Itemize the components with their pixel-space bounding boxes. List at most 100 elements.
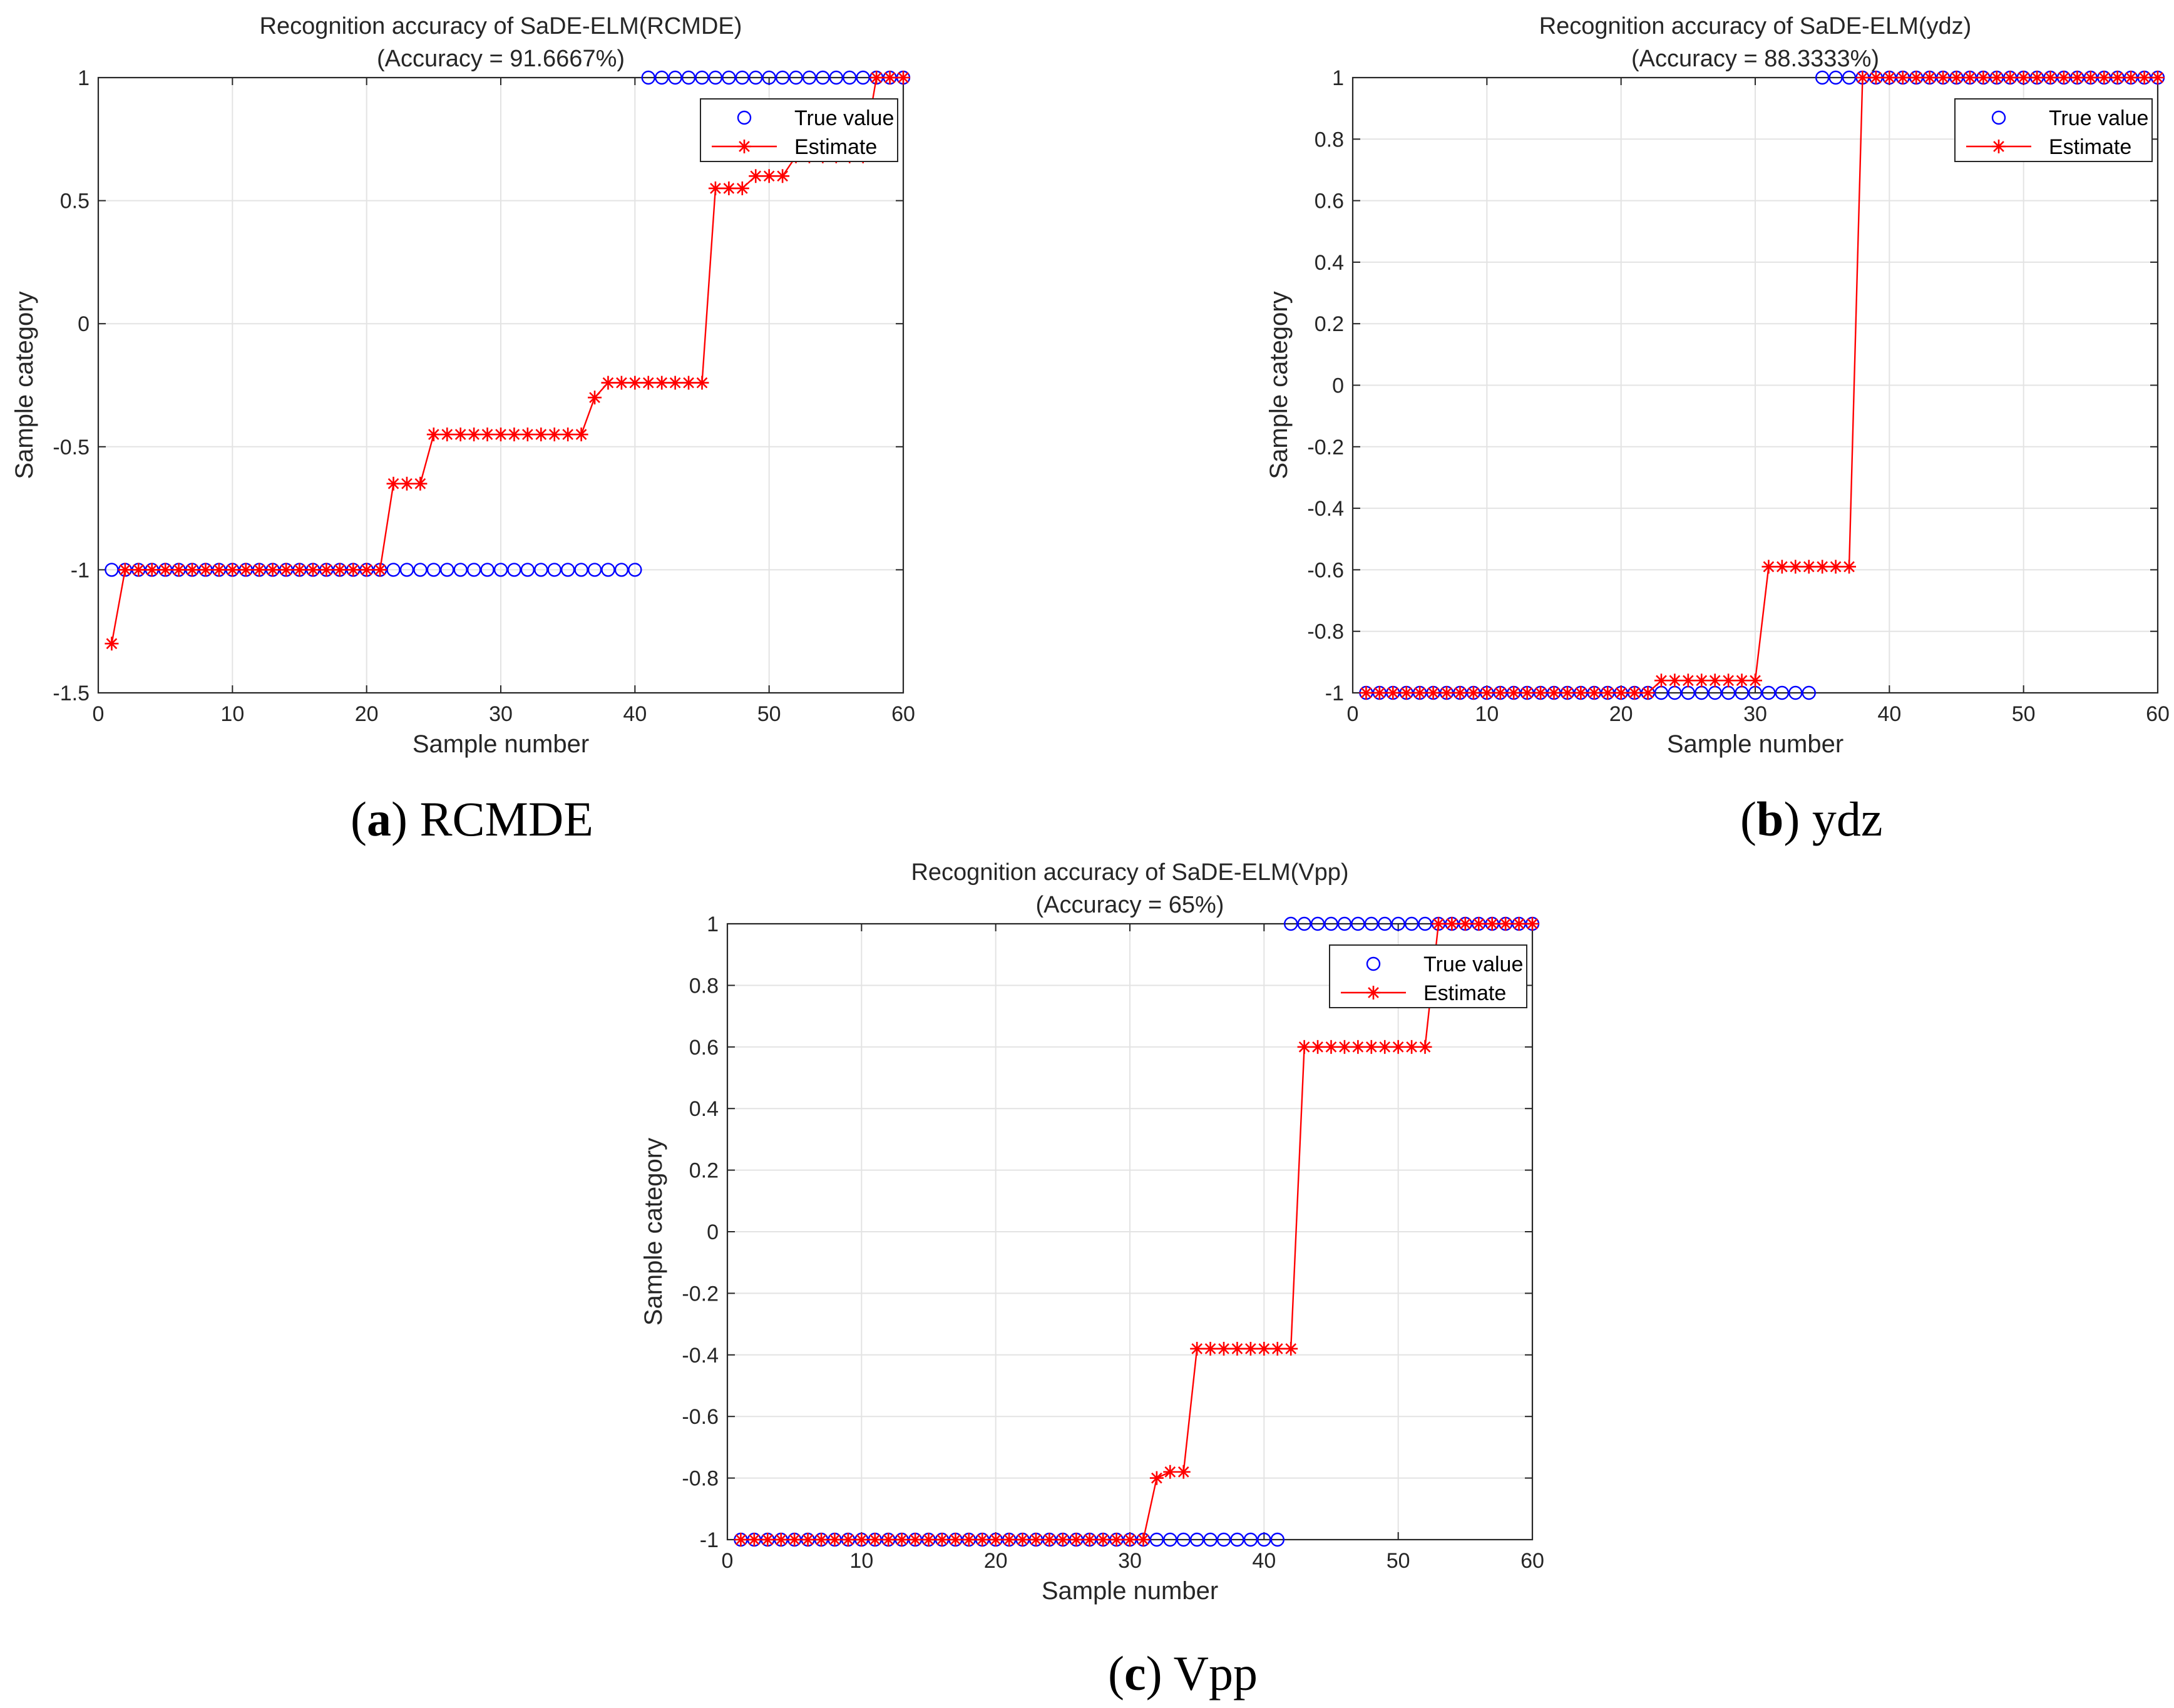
asterisk-stroke — [735, 1534, 747, 1545]
y-tick-label: -0.2 — [1307, 436, 1344, 459]
asterisk-stroke — [777, 170, 788, 182]
x-tick-label: 40 — [1252, 1549, 1276, 1573]
asterisk-stroke — [616, 377, 627, 389]
true-value-point — [1310, 916, 1325, 931]
estimate-point — [1270, 1341, 1284, 1356]
asterisk-stroke — [736, 183, 748, 194]
true-value-point — [399, 563, 414, 577]
y-axis-label: Sample category — [640, 1138, 667, 1326]
legend: True value Estimate — [1329, 944, 1527, 1008]
asterisk-stroke — [2111, 72, 2123, 83]
true-value-point — [1297, 916, 1311, 931]
asterisk-stroke — [2098, 72, 2110, 83]
asterisk-stroke — [508, 429, 520, 440]
true-value-point — [587, 563, 602, 577]
true-value-point — [1337, 916, 1352, 931]
estimate-point — [881, 1533, 896, 1547]
x-tick-label: 20 — [1609, 702, 1633, 726]
asterisk-stroke — [1817, 561, 1828, 573]
legend-box — [700, 98, 898, 162]
asterisk-stroke — [589, 392, 600, 403]
asterisk-stroke — [1258, 1343, 1270, 1354]
estimate-point — [1869, 71, 1883, 84]
estimate-point — [749, 169, 763, 183]
true-value-point — [480, 563, 495, 577]
true-value-point — [534, 563, 548, 577]
y-tick-label: -1 — [71, 558, 90, 582]
estimate-point — [1440, 686, 1454, 700]
series-estimate — [105, 71, 910, 651]
estimate-point — [1364, 1040, 1378, 1054]
estimate-point — [854, 1533, 869, 1547]
true-value-point — [1324, 916, 1338, 931]
asterisk-stroke — [869, 1534, 881, 1545]
estimate-point — [1203, 1341, 1218, 1356]
y-tick-label: 0.6 — [689, 1036, 719, 1060]
true-value-point — [413, 563, 428, 577]
estimate-point — [2083, 71, 2098, 84]
estimate-point — [1243, 1341, 1258, 1356]
asterisk-stroke — [789, 1534, 801, 1545]
asterisk-stroke — [1910, 72, 1922, 83]
estimate-point — [1163, 1465, 1177, 1479]
y-tick-label: 0.2 — [689, 1159, 719, 1183]
asterisk-stroke — [1736, 675, 1748, 687]
y-tick-label: 0 — [707, 1220, 719, 1244]
estimate-point — [467, 427, 481, 442]
asterisk-stroke — [871, 72, 882, 83]
estimate-point — [1721, 673, 1736, 688]
true-value-point — [601, 563, 615, 577]
y-tick-label: 1 — [1332, 66, 1344, 90]
series-estimate — [1359, 71, 2165, 700]
caption-b: (b) ydz — [1740, 792, 1882, 846]
estimate-point — [1708, 673, 1722, 688]
asterisk-stroke — [856, 1534, 868, 1545]
estimate-point — [695, 376, 709, 390]
asterisk-stroke — [775, 1534, 787, 1545]
asterisk-stroke — [723, 183, 735, 194]
estimate-point — [1507, 686, 1521, 700]
estimate-point — [1748, 673, 1762, 688]
x-tick-label: 10 — [1475, 702, 1499, 726]
estimate-point — [1922, 71, 1937, 84]
x-tick-label: 40 — [1877, 702, 1901, 726]
estimate-point — [735, 181, 749, 195]
asterisk-stroke — [1991, 72, 2002, 83]
asterisk-stroke — [896, 1534, 908, 1545]
estimate-point — [1217, 1341, 1231, 1356]
estimate-point — [776, 169, 790, 183]
asterisk-stroke — [1446, 918, 1458, 929]
asterisk-stroke — [1218, 1343, 1229, 1354]
estimate-point — [1055, 1533, 1070, 1547]
estimate-point — [762, 169, 776, 183]
estimate-point — [1257, 1341, 1271, 1356]
true-value-point — [1418, 916, 1432, 931]
asterisk-stroke — [320, 564, 332, 576]
asterisk-stroke — [1964, 72, 1976, 83]
asterisk-stroke — [468, 429, 479, 440]
estimate-point — [2016, 71, 2031, 84]
estimate-point — [921, 1533, 936, 1547]
y-tick-label: -0.4 — [682, 1344, 719, 1368]
estimate-point — [614, 376, 628, 390]
estimate-point — [641, 376, 655, 390]
estimate-point — [118, 563, 132, 577]
asterisk-stroke — [1312, 1041, 1323, 1053]
estimate-point — [1775, 560, 1789, 574]
true-value-point — [843, 70, 857, 85]
estimate-point — [2137, 71, 2151, 84]
asterisk-stroke — [1763, 561, 1775, 573]
estimate-point — [1337, 1040, 1351, 1054]
asterisk-stroke — [1473, 918, 1485, 929]
asterisk-stroke — [1588, 687, 1600, 698]
asterisk-stroke — [816, 1534, 827, 1545]
estimate-point — [440, 427, 454, 442]
estimate-point — [588, 391, 602, 405]
estimate-point — [1284, 1341, 1298, 1356]
estimate-point — [883, 71, 897, 84]
estimate-point — [225, 563, 240, 577]
true-value-point — [762, 70, 776, 85]
true-value-point — [507, 563, 521, 577]
y-tick-label: 0 — [78, 312, 90, 336]
